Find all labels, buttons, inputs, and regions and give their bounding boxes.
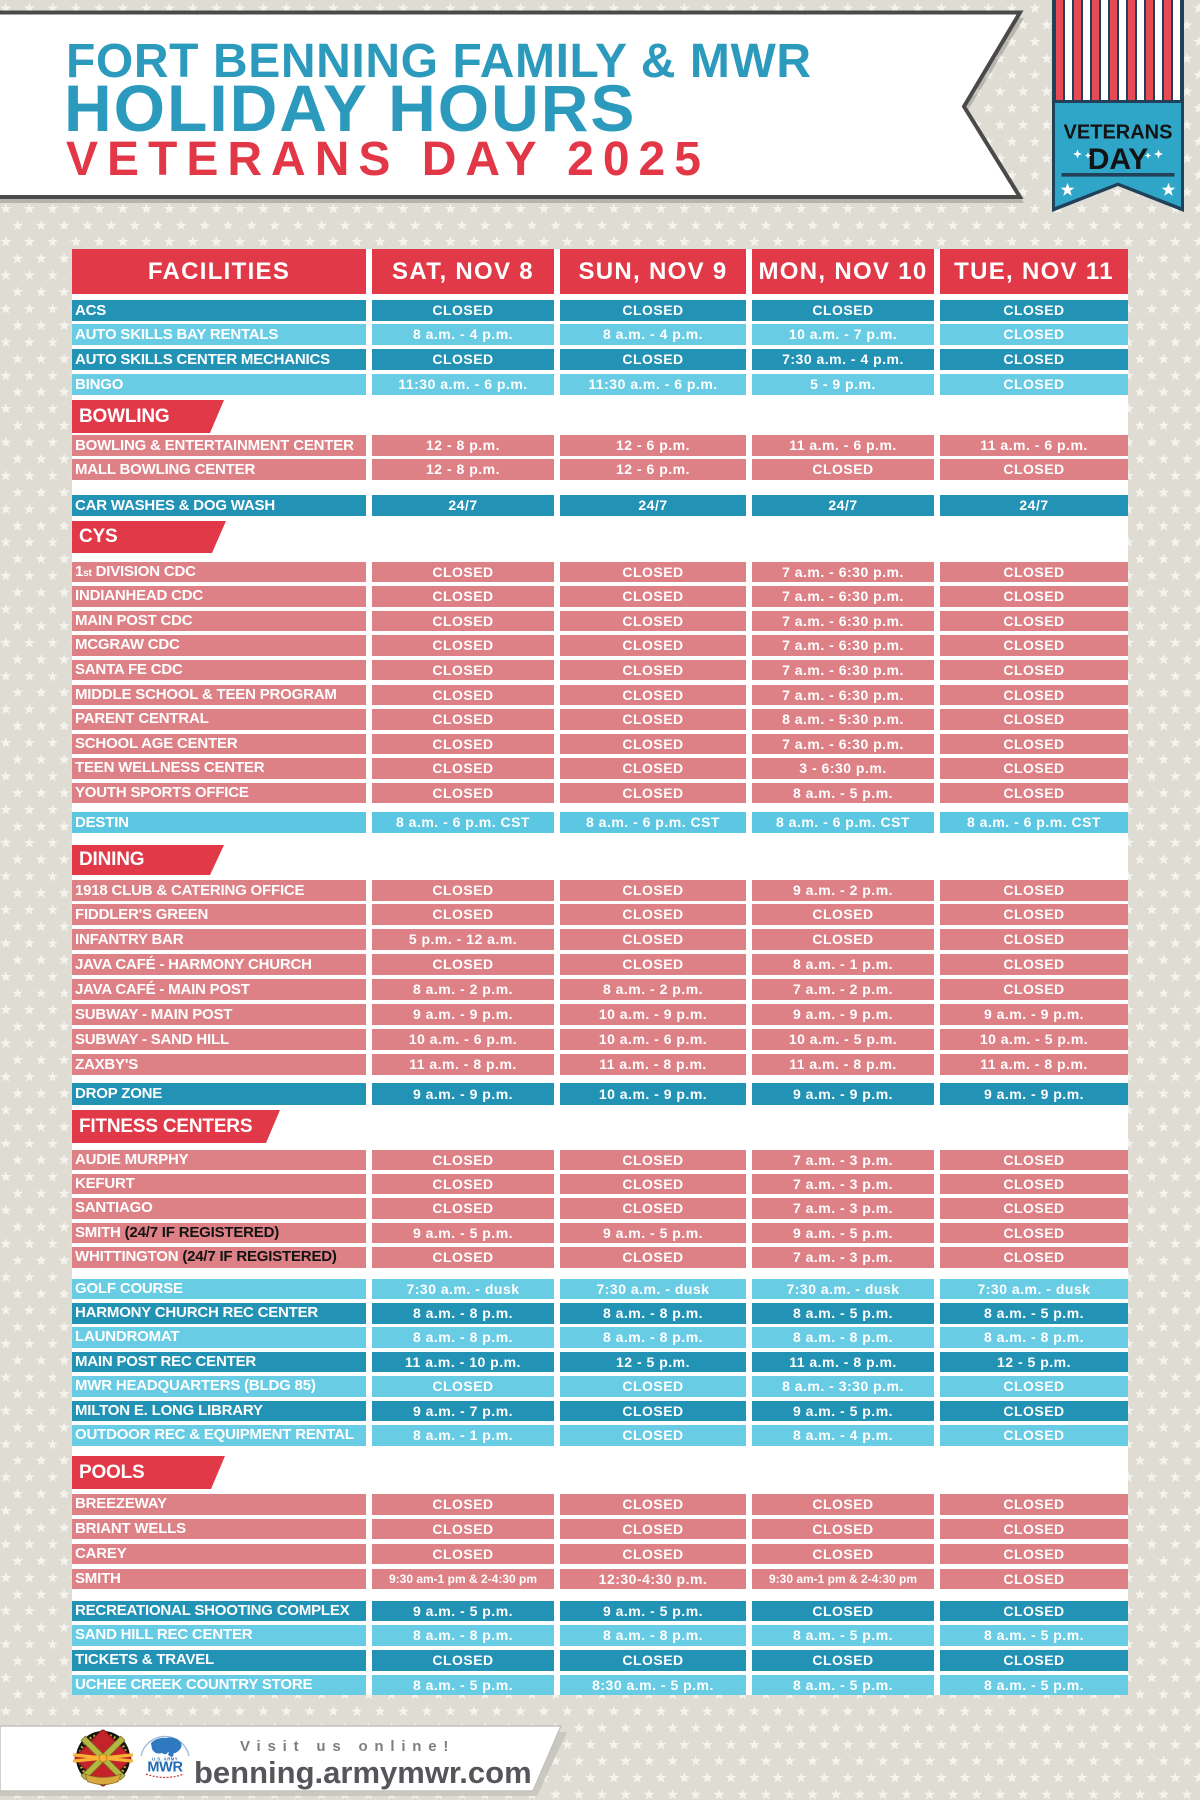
svg-text:U.S. ARMY: U.S. ARMY bbox=[152, 1757, 178, 1762]
svg-text:VETERANS: VETERANS bbox=[1064, 122, 1173, 144]
svg-text:MWR: MWR bbox=[147, 1760, 183, 1776]
svg-text:DAY: DAY bbox=[1088, 143, 1149, 176]
